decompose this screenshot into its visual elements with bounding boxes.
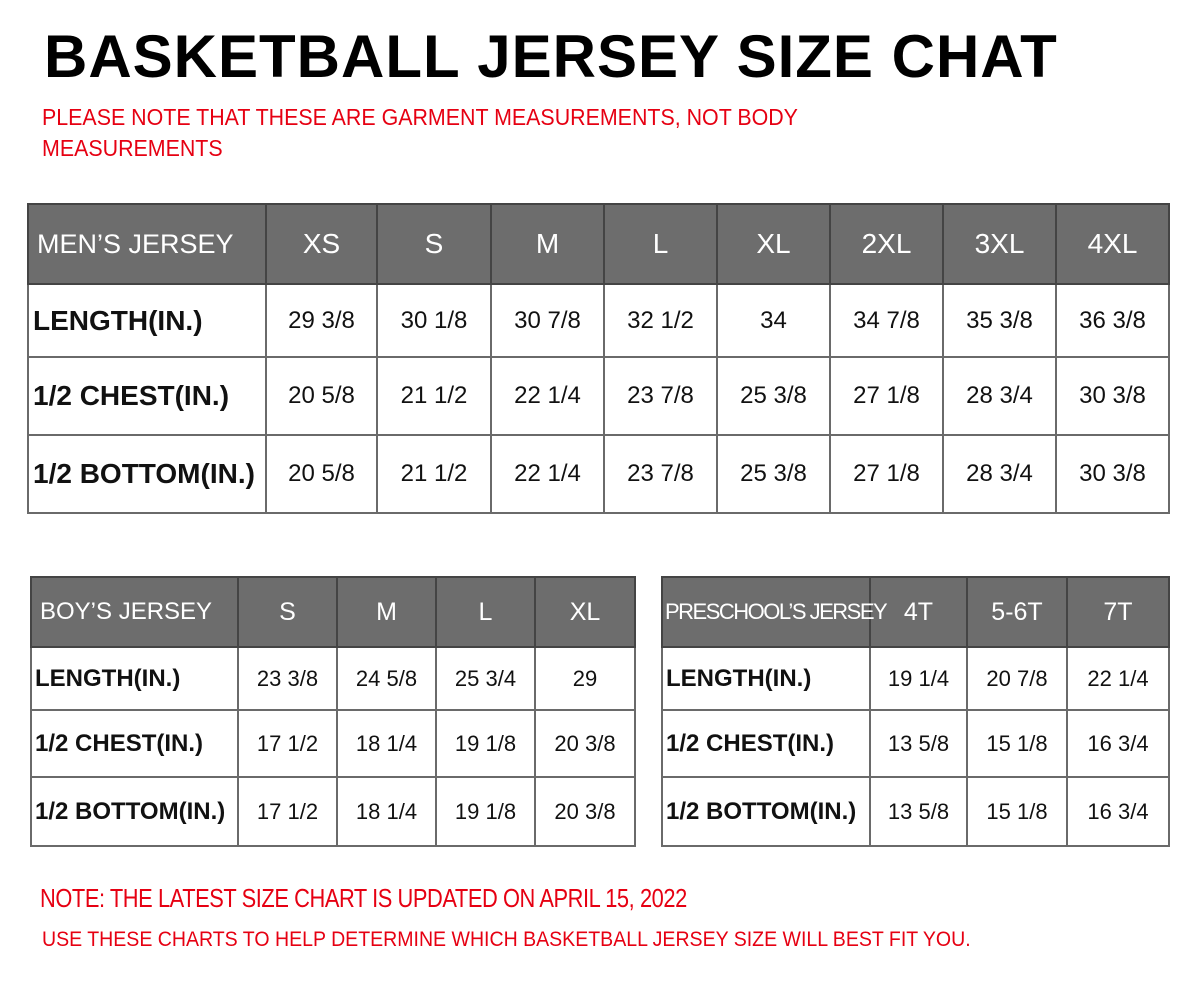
measurement-value: 17 1/2 [237,776,338,847]
measurement-value: 17 1/2 [237,709,338,778]
measurement-value: 20 5/8 [265,356,378,436]
size-header-cell: 4T [869,576,968,648]
measurement-value: 16 3/4 [1066,776,1170,847]
boys-size-table: BOY’S JERSEY S M L XL LENGTH(IN.) 23 3/8 24 5/8… [30,576,636,847]
table-row: LENGTH(IN.) 23 3/8 24 5/8 25 3/4 29 [30,646,636,711]
measurement-value: 27 1/8 [829,356,944,436]
header-row: BOY’S JERSEY S M L XL [30,576,636,648]
measurement-value: 21 1/2 [376,356,492,436]
size-header-cell: L [603,203,718,285]
measurement-value: 30 1/8 [376,283,492,358]
measurement-value: 20 3/8 [534,776,636,847]
update-note: NOTE: THE LATEST SIZE CHART IS UPDATED O… [40,883,687,913]
measurement-value: 13 5/8 [869,776,968,847]
measurement-value: 30 3/8 [1055,356,1170,436]
size-header-cell: 3XL [942,203,1057,285]
measurement-label: LENGTH(IN.) [661,646,871,711]
measurement-value: 23 7/8 [603,356,718,436]
measurement-value: 23 3/8 [237,646,338,711]
table-row: 1/2 BOTTOM(IN.) 20 5/8 21 1/2 22 1/4 23 7/8 2… [27,434,1170,514]
measurement-value: 36 3/8 [1055,283,1170,358]
table-title-cell: PRESCHOOL’S JERSEY [661,576,888,648]
measurement-value: 18 1/4 [336,709,437,778]
header-row: MEN’S JERSEY XS S M L XL 2XL 3XL 4XL [27,203,1170,285]
measurement-value: 34 [716,283,831,358]
table-row: 1/2 CHEST(IN.) 20 5/8 21 1/2 22 1/4 23 7/8 25… [27,356,1170,436]
measurement-value: 23 7/8 [603,434,718,514]
measurement-label: LENGTH(IN.) [30,646,239,711]
table-title-cell: BOY’S JERSEY [30,576,239,648]
measurement-value: 19 1/4 [869,646,968,711]
size-header-cell: XL [716,203,831,285]
measurement-value: 32 1/2 [603,283,718,358]
measurement-value: 21 1/2 [376,434,492,514]
measurement-value: 20 3/8 [534,709,636,778]
measurement-value: 27 1/8 [829,434,944,514]
size-header-cell: 4XL [1055,203,1170,285]
subtitle-line-1: PLEASE NOTE THAT THESE ARE GARMENT MEASU… [42,104,798,130]
measurement-value: 19 1/8 [435,709,536,778]
measurement-value: 22 1/4 [1066,646,1170,711]
measurement-value: 20 7/8 [966,646,1068,711]
measurement-value: 15 1/8 [966,776,1068,847]
measurement-value: 34 7/8 [829,283,944,358]
measurement-value: 22 1/4 [490,356,605,436]
measurement-value: 16 3/4 [1066,709,1170,778]
measurement-value: 30 3/8 [1055,434,1170,514]
measurement-value: 25 3/4 [435,646,536,711]
size-header-cell: 7T [1066,576,1170,648]
measurement-value: 30 7/8 [490,283,605,358]
size-header-cell: S [237,576,338,648]
measurement-value: 18 1/4 [336,776,437,847]
subtitle-line-2: MEASUREMENTS [42,135,223,161]
table-title-cell: MEN’S JERSEY [27,203,267,285]
measurement-value: 24 5/8 [336,646,437,711]
measurement-value: 28 3/4 [942,356,1057,436]
table-row: LENGTH(IN.) 19 1/4 20 7/8 22 1/4 [661,646,1170,711]
mens-size-table: MEN’S JERSEY XS S M L XL 2XL 3XL 4XL LENGTH(IN.) 2… [27,203,1170,514]
fit-note: USE THESE CHARTS TO HELP DETERMINE WHICH… [42,928,971,951]
measurement-label: 1/2 BOTTOM(IN.) [27,434,267,514]
size-header-cell: M [336,576,437,648]
table-row: 1/2 BOTTOM(IN.) 13 5/8 15 1/8 16 3/4 [661,776,1170,847]
measurement-value: 22 1/4 [490,434,605,514]
table-row: 1/2 CHEST(IN.) 17 1/2 18 1/4 19 1/8 20 3/8 [30,709,636,778]
size-header-cell: XL [534,576,636,648]
page-title: BASKETBALL JERSEY SIZE CHAT [44,23,1058,90]
size-header-cell: L [435,576,536,648]
measurement-value: 29 3/8 [265,283,378,358]
preschool-size-table: PRESCHOOL’S JERSEY 4T 5-6T 7T LENGTH(IN.) 19 … [661,576,1170,847]
measurement-value: 19 1/8 [435,776,536,847]
measurement-value: 20 5/8 [265,434,378,514]
measurement-value: 25 3/8 [716,356,831,436]
table-row: LENGTH(IN.) 29 3/8 30 1/8 30 7/8 32 1/2 34 34 … [27,283,1170,358]
measurement-value: 25 3/8 [716,434,831,514]
measurement-label: LENGTH(IN.) [27,283,267,358]
measurement-label: 1/2 CHEST(IN.) [27,356,267,436]
size-header-cell: XS [265,203,378,285]
measurement-label: 1/2 CHEST(IN.) [661,709,871,778]
header-row: PRESCHOOL’S JERSEY 4T 5-6T 7T [661,576,1170,648]
table-row: 1/2 BOTTOM(IN.) 17 1/2 18 1/4 19 1/8 20 3/8 [30,776,636,847]
size-header-cell: S [376,203,492,285]
measurement-value: 35 3/8 [942,283,1057,358]
measurement-label: 1/2 BOTTOM(IN.) [661,776,871,847]
measurement-label: 1/2 CHEST(IN.) [30,709,239,778]
size-header-cell: 2XL [829,203,944,285]
size-header-cell: M [490,203,605,285]
measurement-label: 1/2 BOTTOM(IN.) [30,776,239,847]
size-header-cell: 5-6T [966,576,1068,648]
measurement-value: 28 3/4 [942,434,1057,514]
measurement-value: 15 1/8 [966,709,1068,778]
measurement-value: 29 [534,646,636,711]
measurement-value: 13 5/8 [869,709,968,778]
table-row: 1/2 CHEST(IN.) 13 5/8 15 1/8 16 3/4 [661,709,1170,778]
